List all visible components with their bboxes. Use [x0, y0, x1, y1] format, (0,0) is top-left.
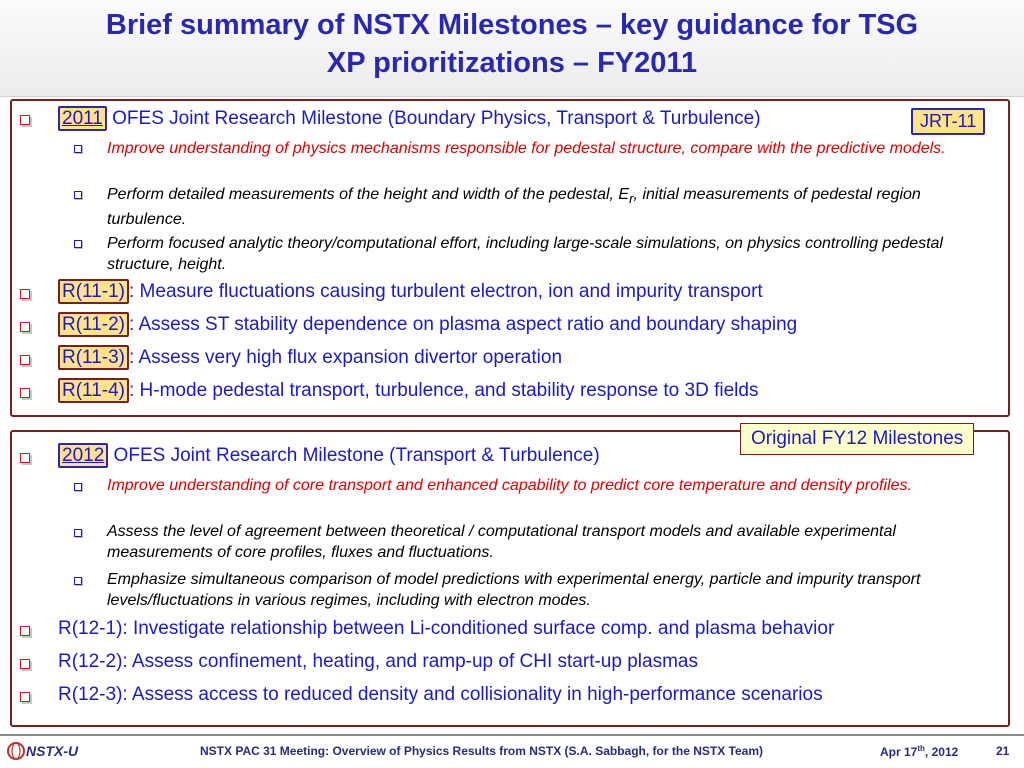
- sub-item-pedestal-measurements: Perform detailed measurements of the hei…: [107, 184, 997, 230]
- title-band: [0, 0, 1024, 97]
- sub-item-model-agreement: Assess the level of agreement between th…: [107, 523, 896, 561]
- footer-date: Apr 17th, 2012: [880, 744, 958, 759]
- fy12-milestones-box: [10, 430, 1010, 727]
- footer-meeting-text: NSTX PAC 31 Meeting: Overview of Physics…: [200, 744, 764, 758]
- bullet-square-icon: [20, 355, 30, 365]
- nstx-u-logo: NSTX-U: [6, 740, 98, 762]
- sub-item-pedestal-theory: Perform focused analytic theory/computat…: [107, 235, 943, 273]
- milestone-r11-4-text: : H-mode pedestal transport, turbulence,…: [129, 380, 759, 401]
- joint-milestone-2012: 2012 OFES Joint Research Milestone (Tran…: [58, 443, 600, 468]
- joint-milestone-2011: 2011 OFES Joint Research Milestone (Boun…: [58, 106, 761, 131]
- bullet-square-icon: [20, 388, 30, 398]
- milestone-r11-1: R(11-1): Measure fluctuations causing tu…: [58, 279, 763, 304]
- original-fy12-milestones-callout: Original FY12 Milestones: [740, 423, 975, 455]
- joint-milestone-2012-text: OFES Joint Research Milestone (Transport…: [108, 445, 600, 466]
- bullet-square-icon: [20, 115, 30, 125]
- sub-bullet-icon: [74, 529, 82, 537]
- milestone-r11-4-tag: R(11-4): [58, 378, 129, 403]
- footer-date-year: , 2012: [924, 745, 959, 759]
- sub-item-text: Perform detailed measurements of the hei…: [107, 186, 630, 203]
- footer-date-sup: th: [917, 744, 925, 753]
- milestone-r12-2: R(12-2): Assess confinement, heating, an…: [58, 651, 698, 672]
- footer-date-text: Apr 17: [880, 745, 918, 759]
- fy11-milestones-box: [10, 99, 1010, 417]
- sub-item-text: , initial measurements of pedestal regio…: [107, 186, 921, 229]
- milestone-r11-3-text: : Assess very high flux expansion divert…: [129, 347, 563, 368]
- page-number: 21: [996, 744, 1010, 758]
- milestone-r11-3: R(11-3): Assess very high flux expansion…: [58, 345, 563, 370]
- sub-item-model-comparison: Emphasize simultaneous comparison of mod…: [107, 571, 921, 609]
- milestone-r11-4: R(11-4): H-mode pedestal transport, turb…: [58, 378, 759, 403]
- bullet-square-icon: [20, 659, 30, 669]
- joint-milestone-2011-text: OFES Joint Research Milestone (Boundary …: [106, 108, 761, 129]
- logo-text: NSTX-U: [26, 743, 79, 759]
- sub-item-pedestal-understanding: Improve understanding of physics mechani…: [107, 140, 946, 157]
- slide-title: Brief summary of NSTX Milestones – key g…: [20, 6, 1004, 82]
- sub-bullet-icon: [74, 145, 82, 153]
- milestone-r11-2: R(11-2): Assess ST stability dependence …: [58, 312, 798, 337]
- slide-title-line1: Brief summary of NSTX Milestones – key g…: [105, 9, 919, 41]
- bullet-square-icon: [20, 626, 30, 636]
- bullet-square-icon: [20, 322, 30, 332]
- subscript-r: r: [629, 191, 634, 207]
- sub-bullet-icon: [74, 483, 82, 491]
- nstx-u-logo-icon: NSTX-U: [7, 742, 79, 760]
- bullet-square-icon: [20, 692, 30, 702]
- footer-divider: [0, 734, 1024, 736]
- milestone-r11-1-tag: R(11-1): [58, 279, 129, 304]
- sub-bullet-icon: [74, 191, 82, 199]
- bullet-square-icon: [20, 289, 30, 299]
- milestone-r11-3-tag: R(11-3): [58, 345, 129, 370]
- milestone-r11-2-tag: R(11-2): [58, 312, 129, 337]
- milestone-r11-1-text: : Measure fluctuations causing turbulent…: [129, 281, 763, 302]
- bullet-square-icon: [20, 453, 30, 463]
- year-2011-tag: 2011: [58, 106, 107, 131]
- milestone-r12-1: R(12-1): Investigate relationship betwee…: [58, 618, 835, 639]
- sub-item-core-transport: Improve understanding of core transport …: [107, 477, 912, 494]
- year-2012-tag: 2012: [58, 443, 109, 468]
- milestone-r12-3: R(12-3): Assess access to reduced densit…: [58, 684, 823, 705]
- slide-title-line2: XP prioritizations – FY2011: [326, 47, 698, 79]
- sub-bullet-icon: [74, 577, 82, 585]
- sub-bullet-icon: [74, 240, 82, 248]
- jrt-11-tag: JRT-11: [911, 108, 986, 135]
- milestone-r11-2-text: : Assess ST stability dependence on plas…: [129, 314, 798, 335]
